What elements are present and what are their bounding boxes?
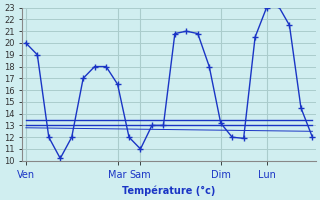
X-axis label: Température (°c): Température (°c) — [123, 185, 216, 196]
